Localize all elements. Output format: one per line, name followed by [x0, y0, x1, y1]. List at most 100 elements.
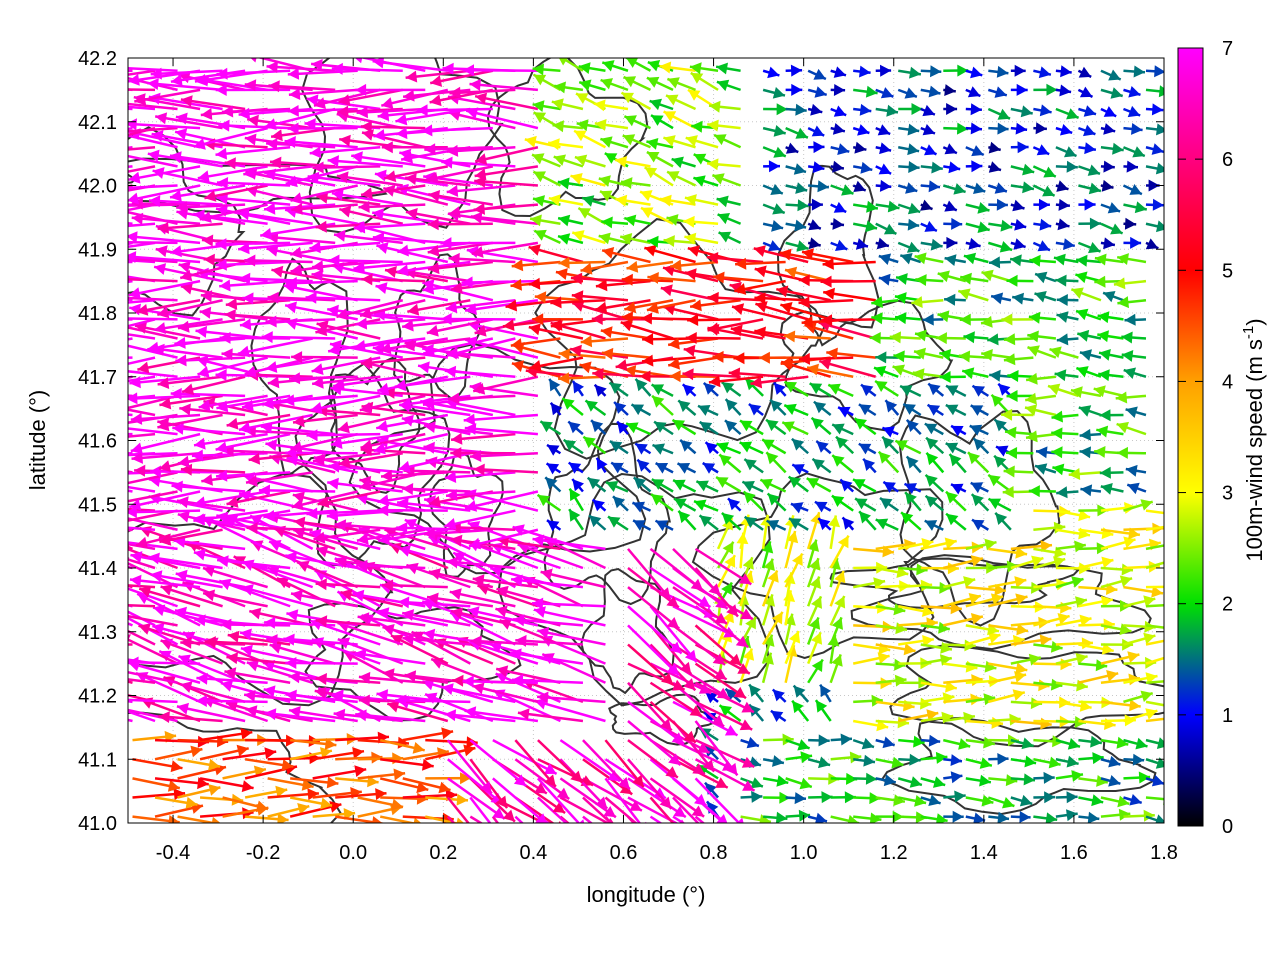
wind-vector-shaft: [377, 490, 448, 504]
wind-vector-shaft: [512, 617, 584, 627]
wind-vector-head: [441, 156, 453, 169]
wind-vector-head: [545, 477, 558, 490]
wind-vector-head: [569, 509, 581, 522]
wind-vector-shaft: [290, 432, 358, 451]
wind-vector-shaft: [287, 69, 358, 76]
wind-vector-head: [1006, 274, 1018, 287]
wind-vector-head: [568, 421, 581, 434]
wind-vector-head: [865, 220, 878, 233]
wind-vector-head: [247, 114, 259, 127]
wind-vector-shaft: [216, 69, 291, 76]
wind-vector-shaft: [128, 126, 178, 133]
wind-vector-head: [1014, 671, 1027, 683]
wind-vector-shaft: [128, 203, 156, 212]
wind-vector-head: [1103, 106, 1117, 117]
y-tick-label: 41.3: [78, 622, 117, 644]
wind-vector-head: [642, 333, 654, 346]
wind-vector-shaft: [128, 317, 178, 321]
wind-vector-head: [869, 332, 881, 344]
wind-vector-head: [1002, 486, 1014, 498]
wind-vector-head: [951, 425, 964, 437]
wind-vector-head: [175, 354, 187, 367]
wind-vector-shaft: [1145, 656, 1164, 665]
wind-vector-head: [771, 220, 784, 232]
wind-vector-head: [373, 129, 386, 141]
wind-vector-shaft: [174, 337, 246, 346]
wind-vector-head: [979, 757, 992, 769]
wind-vector-head: [948, 161, 961, 174]
wind-vector-head: [424, 421, 436, 433]
wind-vector-head: [1049, 346, 1062, 358]
wind-vector-shaft: [464, 299, 539, 312]
wind-vector-head: [640, 190, 653, 202]
wind-vector-head: [340, 588, 353, 601]
wind-vector-head: [224, 157, 236, 170]
wind-vector-shaft: [128, 584, 156, 589]
wind-vector-head: [775, 811, 788, 823]
wind-vector-head: [373, 308, 386, 321]
wind-vector-head: [285, 175, 298, 188]
wind-vector-head: [635, 443, 648, 455]
wind-vector-head: [56, 316, 67, 328]
contour-line: [580, 567, 675, 695]
wind-vector-head: [502, 319, 515, 331]
wind-vector-head: [1050, 678, 1063, 691]
wind-vector-head: [240, 628, 252, 641]
wind-vector-head: [935, 751, 948, 764]
wind-vector-shaft: [649, 605, 698, 663]
wind-vector-shaft: [193, 126, 268, 148]
x-tick-label: 0.2: [429, 842, 457, 864]
wind-vector-head: [903, 403, 916, 415]
wind-vector-head: [149, 195, 161, 208]
wind-vector-head: [734, 283, 747, 295]
wind-vector-head: [64, 702, 76, 714]
wind-vector-head: [1028, 653, 1041, 666]
wind-vector-shaft: [152, 347, 223, 359]
wind-vector-head: [673, 806, 686, 818]
wind-vector-head: [916, 563, 928, 576]
wind-vector-head: [944, 293, 956, 306]
wind-vector-head: [580, 335, 593, 348]
wind-vector-head: [221, 348, 233, 361]
wind-vector-head: [462, 675, 474, 688]
wind-vector-shaft: [372, 235, 448, 245]
wind-vector-head: [326, 509, 339, 522]
wind-vector-head: [1016, 83, 1028, 96]
wind-vector-head: [776, 285, 789, 298]
wind-vector-head: [840, 479, 853, 492]
x-tick-label: 0.8: [700, 842, 728, 864]
wind-vector-head: [1088, 242, 1101, 254]
wind-vector-head: [381, 141, 393, 154]
wind-vector-head: [398, 596, 410, 609]
wind-vector-shaft: [672, 739, 736, 772]
wind-vector-head: [572, 230, 585, 242]
wind-vector-head: [893, 794, 905, 807]
wind-vector-head: [261, 331, 273, 344]
wind-vector-head: [1100, 483, 1113, 495]
wind-vector-head: [355, 709, 367, 722]
wind-vector-head: [324, 738, 337, 750]
wind-vector-head: [1068, 468, 1081, 480]
wind-vector-shaft: [416, 107, 493, 112]
wind-vector-head: [672, 679, 685, 691]
wind-vector-shaft: [240, 647, 313, 665]
wind-vector-shaft: [1145, 88, 1164, 94]
wind-vector-shaft: [446, 146, 516, 153]
wind-vector-head: [663, 135, 676, 147]
wind-vector-head: [715, 777, 728, 788]
wind-vector-head: [489, 641, 503, 653]
wind-vector-head: [544, 774, 556, 787]
wind-vector-head: [651, 115, 664, 126]
wind-vector-head: [473, 202, 485, 215]
wind-vector-head: [609, 382, 622, 394]
wind-vector-head: [968, 452, 981, 465]
wind-vector-head: [177, 510, 190, 523]
wind-vector-head: [195, 695, 207, 707]
wind-vector-head: [922, 313, 934, 326]
wind-vector-head: [770, 710, 784, 722]
wind-vector-head: [811, 659, 823, 672]
wind-vector-head: [111, 205, 123, 217]
wind-vector-head: [244, 254, 256, 267]
wind-vector-head: [511, 360, 525, 372]
wind-vector-head: [1129, 699, 1141, 712]
